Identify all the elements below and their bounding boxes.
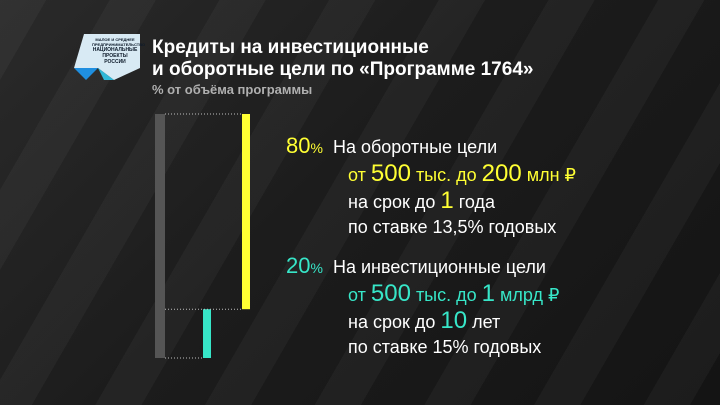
- logo-line-2: ПРЕДПРИНИМАТЕЛЬСТВО: [92, 42, 146, 47]
- working-capital-rate: по ставке 13,5% годовых: [348, 217, 557, 237]
- working-capital-percent-value: 80: [286, 133, 311, 158]
- logo-line-4: ПРОЕКТЫ: [102, 53, 128, 59]
- title-line-2: и оборотные цели по «Программе 1764»: [152, 59, 534, 80]
- page-title: Кредиты на инвестиционные и оборотные це…: [152, 37, 533, 81]
- investment-term: на срок до 10 лет: [348, 308, 559, 335]
- inv-term-prefix: на срок до: [348, 312, 436, 332]
- investment-percent: 20%: [286, 253, 323, 278]
- logo-line-5: РОССИИ: [104, 59, 126, 65]
- inv-amount-max: 1: [481, 280, 496, 307]
- inv-amount-min: 500: [370, 280, 411, 307]
- logo-line-3: НАЦИОНАЛЬНЫЕ: [92, 47, 138, 53]
- total-bar: [155, 114, 165, 358]
- working-capital-percent: 80%: [286, 133, 323, 158]
- investment-rate: по ставке 15% годовых: [348, 337, 542, 357]
- bar-investment: [203, 309, 211, 358]
- logo-text: МАЛОЕ И СРЕДНЕЕ ПРЕДПРИНИМАТЕЛЬСТВО НАЦИ…: [92, 37, 146, 65]
- wc-term-unit: года: [458, 192, 496, 212]
- wc-term-prefix: на срок до: [348, 192, 436, 212]
- wc-amount-max: 200: [481, 160, 522, 187]
- investment-label: На инвестиционные цели: [332, 257, 546, 277]
- inv-term-unit: лет: [472, 312, 501, 332]
- inv-term-value: 10: [440, 307, 468, 334]
- working-capital-label: На оборотные цели: [332, 137, 498, 157]
- working-capital-block: 80% На оборотные цели от 500 тыс. до 200…: [286, 133, 576, 240]
- working-capital-amount: от 500 тыс. до 200 млн ₽: [348, 161, 576, 188]
- investment-amount: от 500 тыс. до 1 млрд ₽: [348, 281, 559, 308]
- chart-subtitle: % от объёма программы: [152, 82, 313, 97]
- wc-amount-min: 500: [370, 160, 411, 187]
- wc-amount-from: от: [348, 165, 366, 185]
- inv-amount-from: от: [348, 285, 366, 305]
- logo-line-1: МАЛОЕ И СРЕДНЕЕ: [95, 37, 135, 42]
- wc-term-value: 1: [440, 187, 454, 214]
- working-capital-percent-sign: %: [310, 140, 323, 156]
- national-projects-logo: [74, 34, 140, 80]
- working-capital-term: на срок до 1 года: [348, 188, 576, 215]
- inv-amount-to: тыс. до: [415, 285, 477, 305]
- investment-percent-sign: %: [310, 260, 323, 276]
- title-line-1: Кредиты на инвестиционные: [152, 37, 429, 58]
- investment-block: 20% На инвестиционные цели от 500 тыс. д…: [286, 253, 559, 360]
- wc-amount-to: тыс. до: [415, 165, 477, 185]
- wc-amount-unit: млн ₽: [526, 165, 576, 185]
- bar-working-capital: [242, 114, 250, 310]
- inv-amount-unit: млрд ₽: [500, 285, 560, 305]
- investment-percent-value: 20: [286, 253, 311, 278]
